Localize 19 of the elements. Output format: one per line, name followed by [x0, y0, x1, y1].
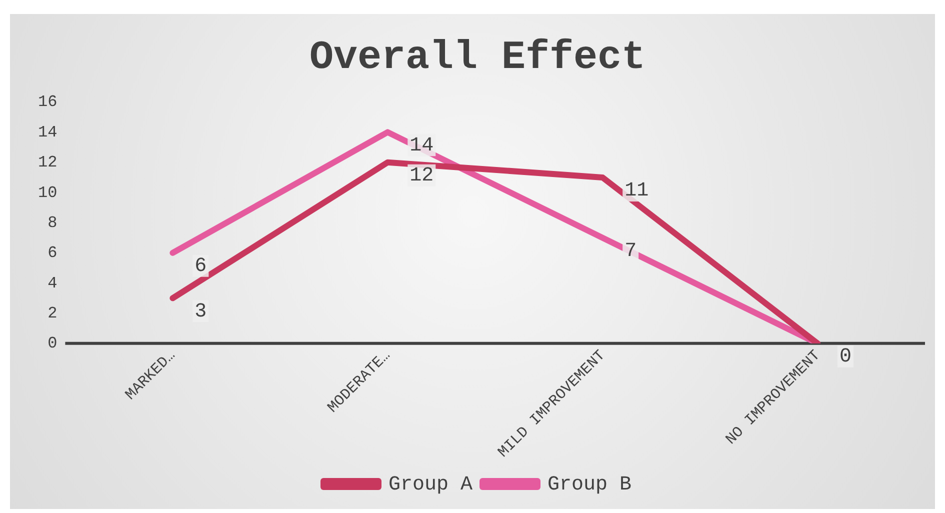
y-tick-label: 12 — [38, 154, 58, 172]
legend-label: Group B — [548, 473, 632, 496]
y-tick-label: 4 — [48, 274, 58, 292]
data-label: 7 — [624, 240, 637, 264]
y-tick-label: 2 — [48, 304, 58, 322]
data-label: 11 — [624, 180, 649, 203]
data-label: 3 — [194, 300, 207, 324]
y-tick-label: 0 — [48, 334, 58, 353]
y-tick-label: 6 — [48, 244, 58, 262]
y-tick-label: 8 — [48, 214, 58, 232]
y-tick-label: 10 — [38, 184, 58, 202]
data-label: 14 — [410, 134, 434, 158]
y-tick-label: 14 — [38, 123, 58, 142]
data-label: 12 — [410, 164, 434, 188]
chart-title: Overall Effect — [309, 36, 646, 82]
data-label: 6 — [194, 255, 207, 278]
legend-label: Group A — [388, 473, 472, 496]
y-tick-label: 16 — [38, 93, 58, 112]
data-label: 0 — [840, 346, 852, 369]
